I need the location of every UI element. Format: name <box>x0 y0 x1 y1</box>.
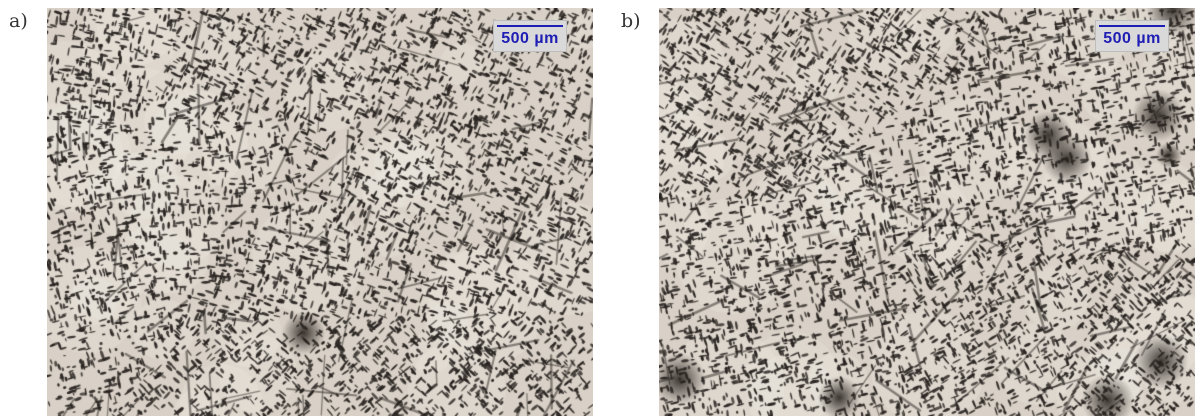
scale-bar-label: 500 µm <box>501 30 559 47</box>
micrograph-b: 500 µm <box>659 8 1195 416</box>
micrograph-b-canvas <box>659 8 1195 416</box>
micrograph-a-canvas <box>47 8 593 416</box>
scale-bar-b: 500 µm <box>1095 20 1169 52</box>
scale-bar-line <box>497 25 563 27</box>
panel-label-b: b) <box>621 10 641 32</box>
panel-label-a: a) <box>9 10 28 32</box>
scale-bar-line <box>1099 25 1165 27</box>
scale-bar-a: 500 µm <box>493 20 567 52</box>
micrograph-a: 500 µm <box>47 8 593 416</box>
scale-bar-label: 500 µm <box>1103 30 1161 47</box>
